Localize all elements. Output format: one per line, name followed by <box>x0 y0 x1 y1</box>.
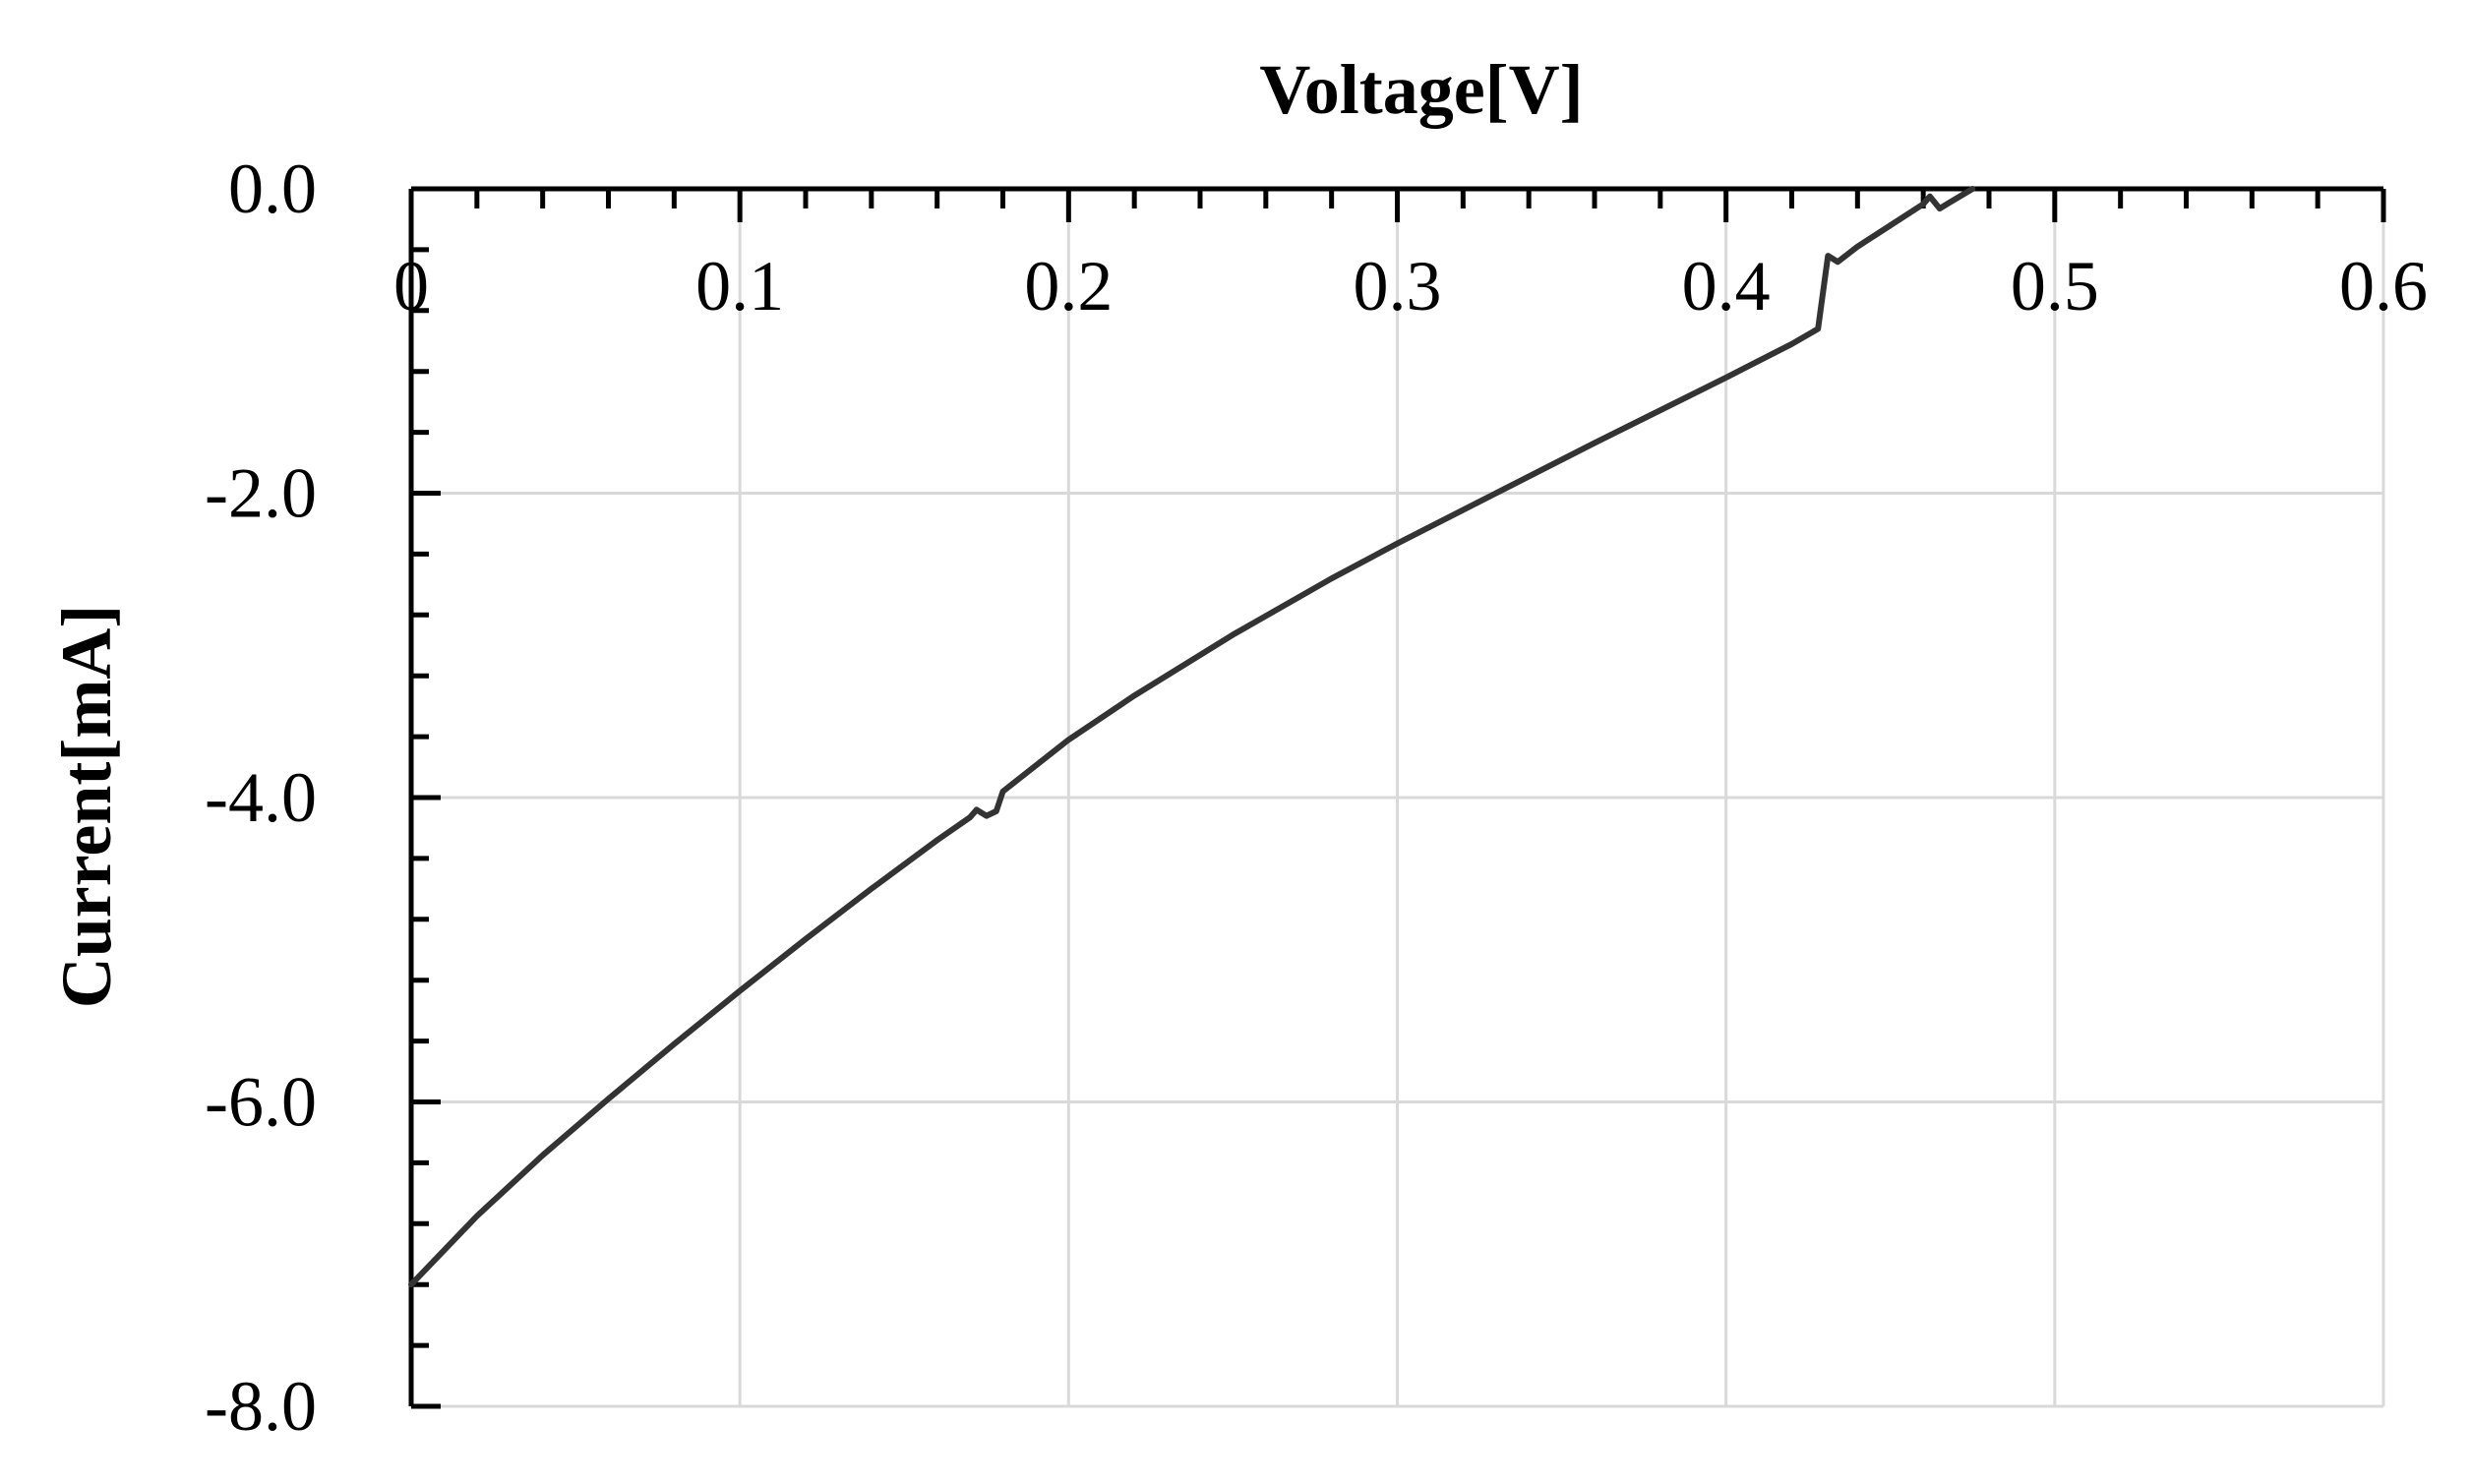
x-tick-label: 0.6 <box>2339 247 2428 326</box>
axes <box>408 186 2383 1406</box>
data-series <box>408 186 1976 1288</box>
y-tick-label: -8.0 <box>205 1367 317 1446</box>
y-tick-labels: 0.0 -2.0 -4.0 -6.0 -8.0 <box>205 149 317 1446</box>
y-tick-label: -2.0 <box>205 454 317 533</box>
x-tick-label: 0.5 <box>2011 247 2099 326</box>
y-tick-label: -6.0 <box>205 1063 317 1142</box>
x-tick-label: 0.3 <box>1354 247 1442 326</box>
minor-ticks <box>408 186 2386 1409</box>
x-axis-title: Voltage[V] <box>1259 50 1583 129</box>
grid-lines <box>411 189 2385 1408</box>
x-tick-labels: 0 0.1 0.2 0.3 0.4 0.5 0.6 <box>393 247 2428 326</box>
series-line <box>408 186 1976 1288</box>
x-tick-label: 0.1 <box>695 247 784 326</box>
x-tick-label: 0.2 <box>1024 247 1113 326</box>
y-tick-label: -4.0 <box>205 758 317 837</box>
y-tick-label: 0.0 <box>228 149 317 228</box>
x-tick-label: 0.4 <box>1682 247 1771 326</box>
x-tick-label: 0 <box>393 247 429 326</box>
y-axis-title: Current[mA] <box>47 605 126 1009</box>
